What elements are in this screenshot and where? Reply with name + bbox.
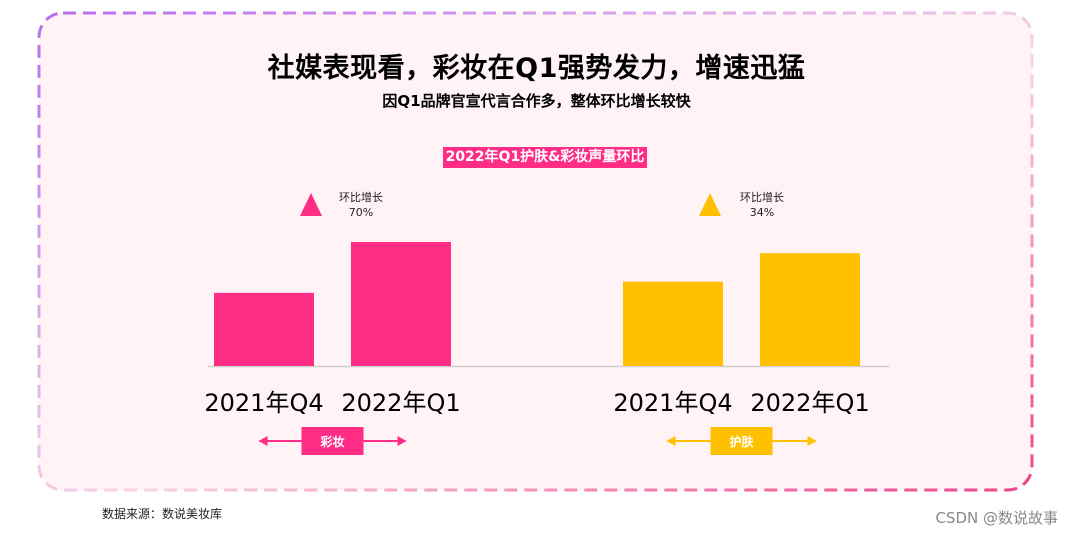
arrow-left-icon: [666, 436, 676, 446]
watermark: CSDN @数说故事: [935, 509, 1058, 527]
growth-triangle-icon: [699, 193, 721, 216]
chart-title-wrap: 2022年Q1护肤&彩妆声量环比: [0, 146, 1073, 168]
bar-makeup-1: [214, 292, 314, 366]
x-tick-label: 2021年Q4: [204, 389, 323, 417]
growth-triangle-icon: [300, 193, 322, 216]
growth-label: 环比增长: [740, 190, 784, 204]
group-label-box: [710, 427, 773, 455]
x-tick-label: 2021年Q4: [613, 389, 732, 417]
page-subtitle: 因Q1品牌官宣代言合作多，整体环比增长较快: [382, 92, 691, 110]
arrow-right-icon: [807, 436, 817, 446]
page-title: 社媒表现看，彩妆在Q1强势发力，增速迅猛: [267, 53, 806, 84]
panel-border: [37, 11, 1034, 492]
growth-label: 环比增长: [339, 190, 383, 204]
data-source: 数据来源：数说美妆库: [102, 507, 223, 521]
growth-value: 34%: [750, 206, 774, 219]
panel-background: [39, 13, 1032, 490]
growth-value: 70%: [349, 206, 373, 219]
bar-makeup-2: [351, 242, 451, 366]
x-tick-label: 2022年Q1: [750, 389, 869, 417]
bar-skincare-2: [760, 253, 860, 366]
chart-title: 2022年Q1护肤&彩妆声量环比: [442, 147, 648, 168]
x-tick-label: 2022年Q1: [341, 389, 460, 417]
group-label: 彩妆: [319, 434, 344, 449]
arrow-left-icon: [258, 436, 268, 446]
arrow-right-icon: [397, 436, 407, 446]
group-label: 护肤: [729, 434, 754, 449]
bar-skincare-1: [623, 281, 723, 366]
group-label-box: [301, 427, 364, 455]
